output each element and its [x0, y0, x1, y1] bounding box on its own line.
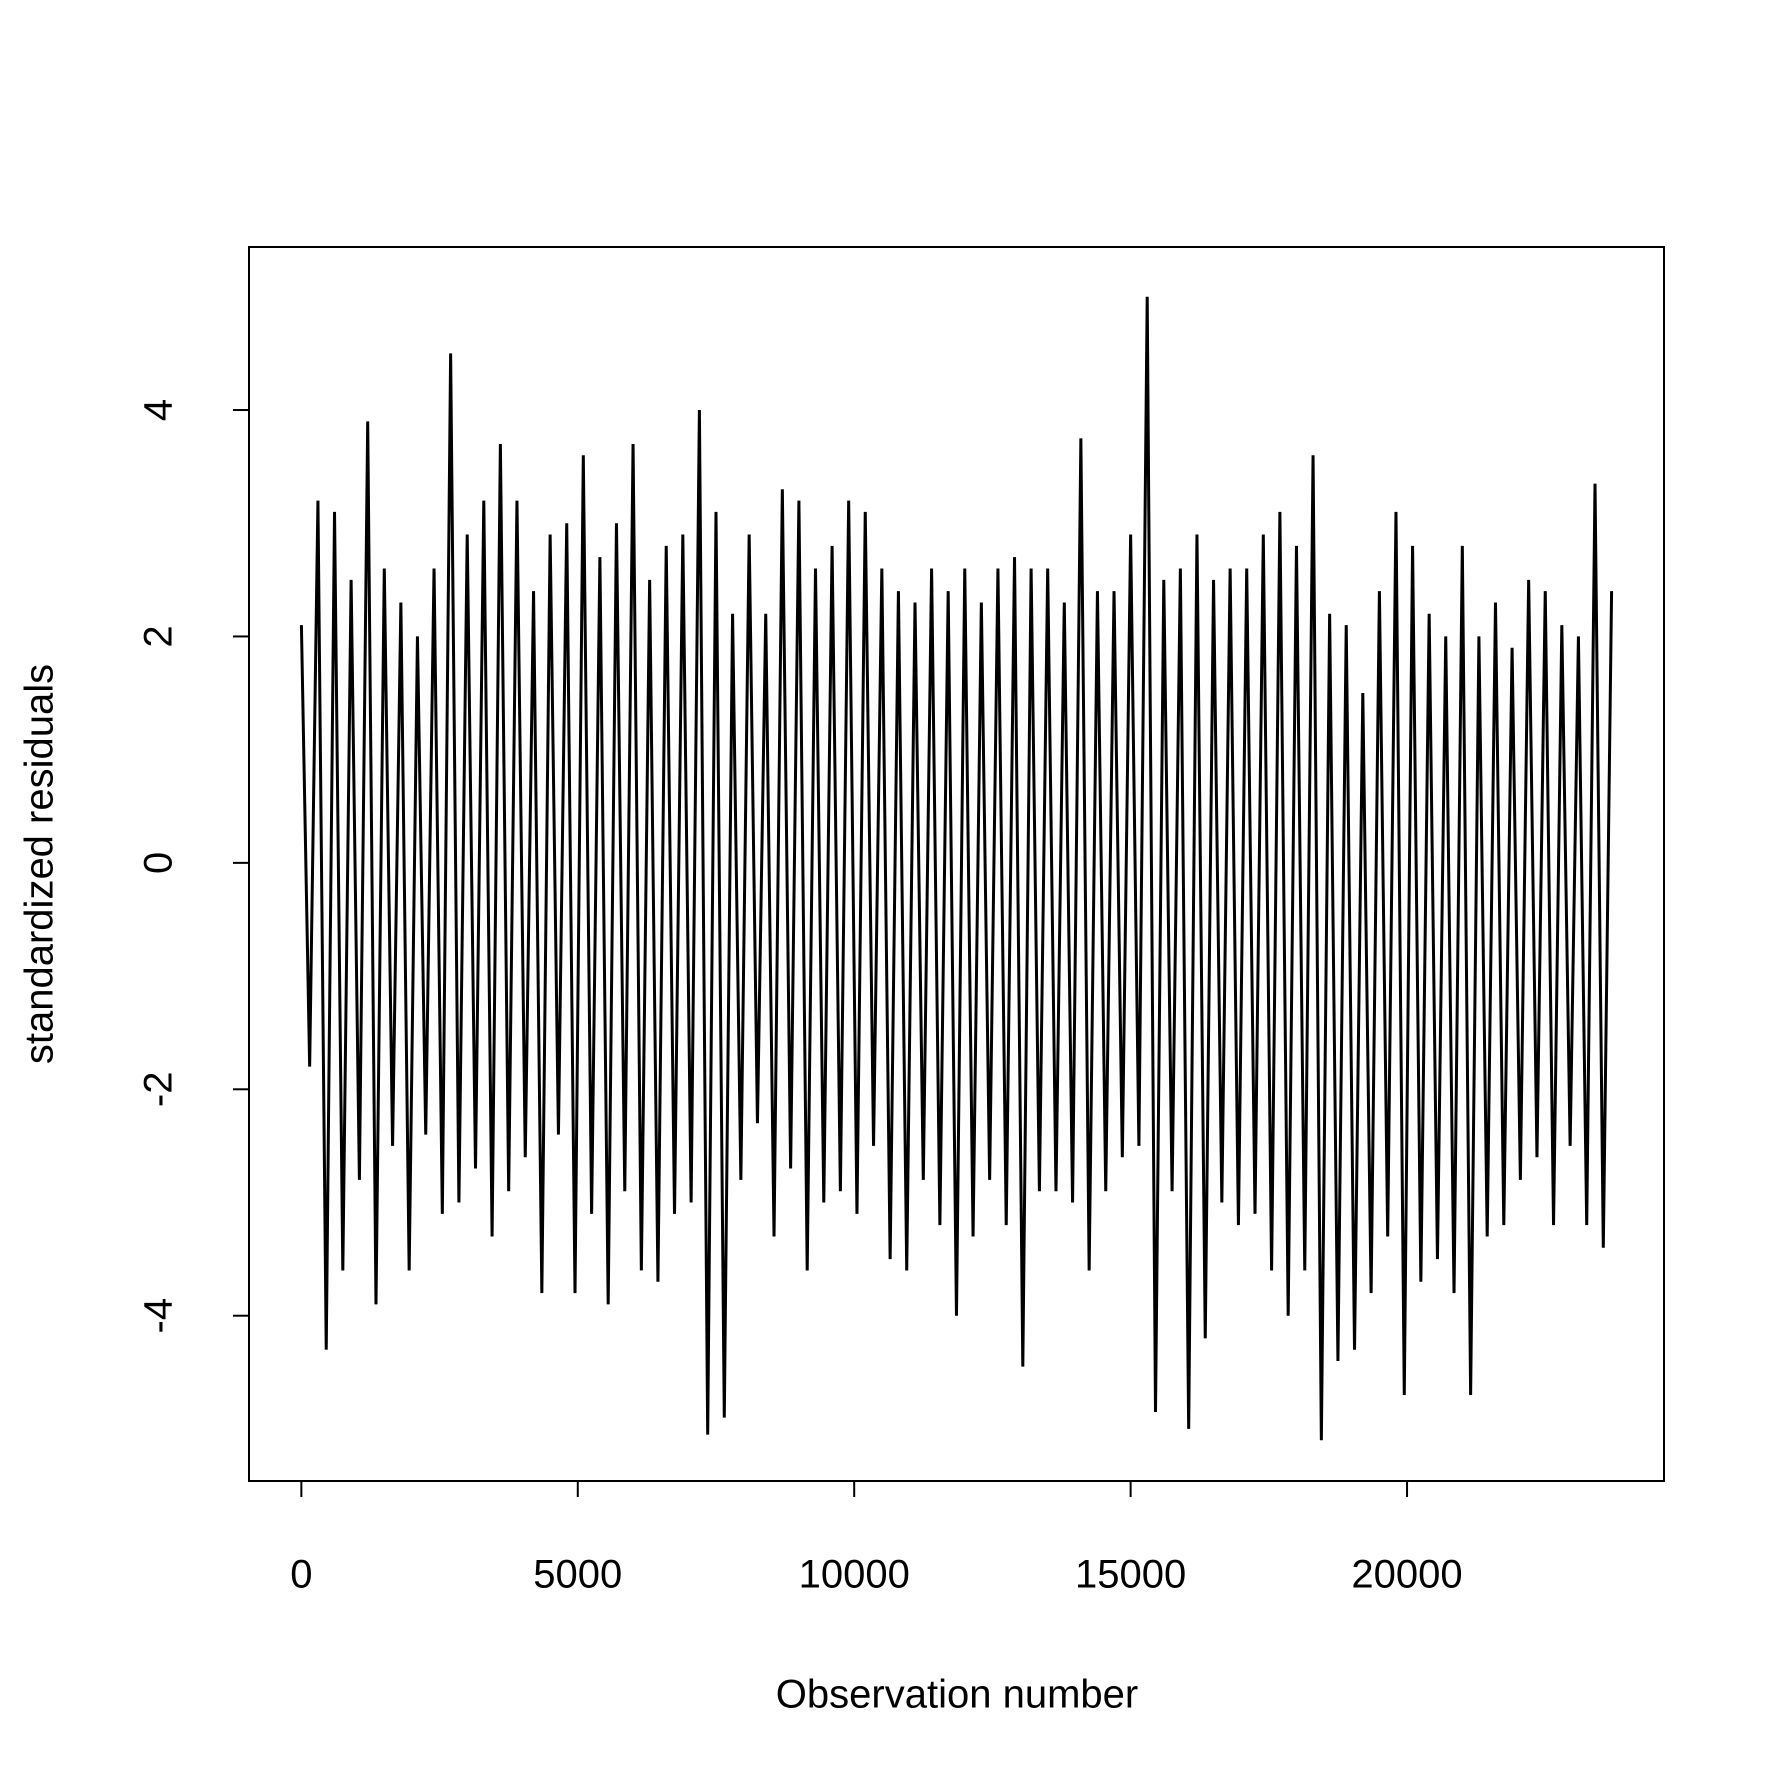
x-tick-label: 20000 — [1351, 1553, 1462, 1597]
y-tick-label: -4 — [137, 1298, 181, 1334]
x-tick-label: 15000 — [1075, 1553, 1186, 1597]
x-tick-label: 0 — [290, 1553, 312, 1597]
y-tick-label: 4 — [137, 399, 181, 421]
y-axis-label: standardized residuals — [18, 664, 62, 1064]
y-tick-label: 0 — [137, 852, 181, 874]
y-tick-label: 2 — [137, 625, 181, 647]
x-tick-label: 10000 — [799, 1553, 910, 1597]
x-axis-label: Observation number — [776, 1673, 1138, 1717]
y-tick-label: -2 — [137, 1072, 181, 1108]
x-tick-label: 5000 — [533, 1553, 622, 1597]
residual-line — [299, 296, 1614, 1441]
